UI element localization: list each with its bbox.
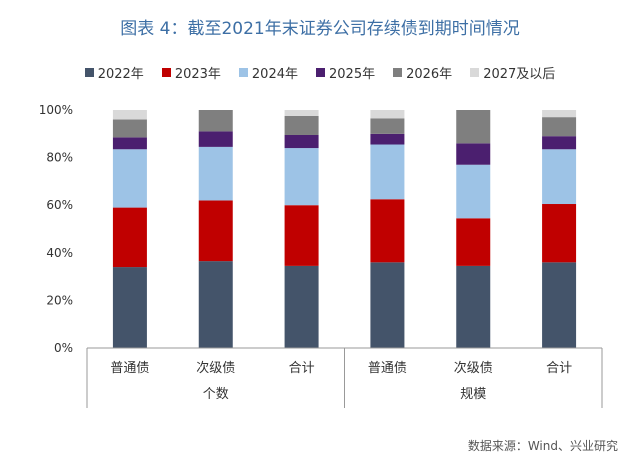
bar-segment bbox=[456, 164, 491, 219]
y-tick-label: 80% bbox=[46, 151, 73, 165]
bar-segment bbox=[198, 131, 233, 147]
bar-segment bbox=[112, 119, 147, 138]
bar-segment bbox=[284, 265, 319, 348]
bar-segment bbox=[370, 262, 405, 348]
legend-label: 2025年 bbox=[329, 67, 376, 82]
bar-segment bbox=[284, 148, 319, 206]
data-source-note: 数据来源：Wind、兴业研究 bbox=[467, 439, 618, 453]
bar-segment bbox=[284, 110, 319, 116]
bar-segment bbox=[112, 207, 147, 268]
bar-segment bbox=[284, 134, 319, 149]
bar-segment bbox=[456, 143, 491, 165]
legend-label: 2024年 bbox=[251, 67, 298, 82]
legend-swatch bbox=[470, 68, 480, 77]
bar-segment bbox=[112, 110, 147, 120]
x-category-label: 次级债 bbox=[454, 360, 493, 376]
bar-segment bbox=[456, 218, 491, 266]
chart-title: 图表 4：截至2021年末证券公司存续债到期时间情况 bbox=[120, 19, 520, 39]
y-tick-label: 60% bbox=[46, 198, 73, 212]
legend-swatch bbox=[161, 68, 171, 77]
bar-segment bbox=[370, 110, 405, 119]
bar-segment bbox=[112, 137, 147, 150]
legend-item: 2025年 bbox=[316, 63, 375, 82]
y-tick-label: 40% bbox=[46, 246, 73, 260]
legend-swatch bbox=[393, 68, 403, 77]
legend-label: 2026年 bbox=[406, 67, 453, 82]
x-group-label: 个数 bbox=[203, 387, 229, 402]
legend-label: 2027及以后 bbox=[483, 67, 556, 82]
x-category-label: 次级债 bbox=[196, 360, 235, 376]
legend-item: 2027及以后 bbox=[470, 63, 555, 82]
bar-segment bbox=[198, 200, 233, 262]
legend-item: 2024年 bbox=[238, 63, 298, 82]
bar-segment bbox=[542, 204, 577, 263]
bar-segment bbox=[284, 205, 319, 266]
bar-segment bbox=[542, 136, 577, 150]
legend-item: 2023年 bbox=[161, 63, 221, 82]
legend-label: 2023年 bbox=[174, 67, 221, 82]
bar-segment bbox=[456, 265, 491, 348]
bar-segment bbox=[542, 149, 577, 205]
bar-segment bbox=[198, 261, 233, 348]
y-tick-label: 20% bbox=[46, 293, 73, 307]
bar-segment bbox=[198, 146, 233, 201]
x-category-label: 普通债 bbox=[368, 361, 407, 376]
y-tick-label: 100% bbox=[39, 103, 73, 117]
bar-segment bbox=[370, 199, 405, 263]
x-category-label: 合计 bbox=[289, 361, 315, 376]
legend-item: 2022年 bbox=[84, 63, 144, 82]
y-tick-label: 0% bbox=[54, 341, 73, 355]
bar-segment bbox=[456, 110, 491, 144]
bar-segment bbox=[112, 149, 147, 208]
bar-segment bbox=[542, 110, 577, 118]
legend-swatch bbox=[84, 68, 94, 77]
bar-segment bbox=[284, 115, 319, 135]
bar-segment bbox=[542, 262, 577, 348]
bar-segment bbox=[112, 267, 147, 348]
x-group-label: 规模 bbox=[460, 387, 486, 402]
bar-segment bbox=[370, 144, 405, 200]
bar-segment bbox=[370, 133, 405, 145]
legend-label: 2022年 bbox=[97, 67, 144, 82]
x-category-label: 合计 bbox=[546, 361, 572, 376]
chart-legend: 2022年 2023年 2024年 2025年 2026年 2027及以后 bbox=[0, 63, 640, 82]
bar-segment bbox=[542, 117, 577, 137]
bar-segment bbox=[198, 110, 233, 132]
x-category-label: 普通债 bbox=[110, 361, 149, 376]
legend-swatch bbox=[316, 68, 325, 77]
bar-segment bbox=[370, 118, 405, 134]
legend-swatch bbox=[238, 68, 248, 77]
legend-item: 2026年 bbox=[393, 63, 452, 82]
